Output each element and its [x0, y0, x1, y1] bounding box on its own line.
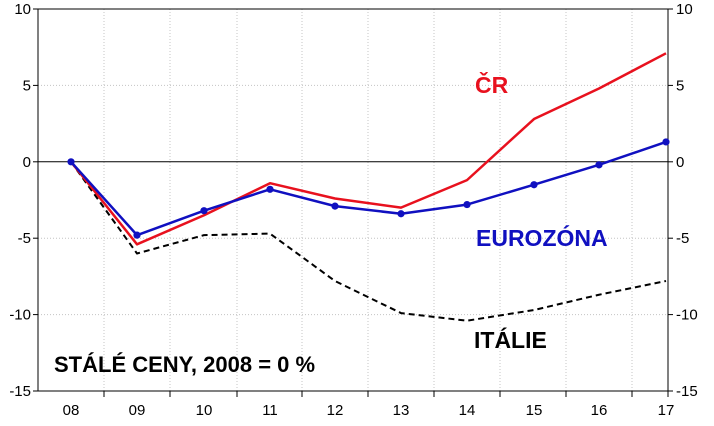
y-tick-label: -10 — [9, 307, 31, 324]
series-label: EUROZÓNA — [476, 224, 608, 251]
y-tick-label: 5 — [676, 77, 684, 94]
series-point — [595, 161, 603, 169]
chart-note: STÁLÉ CENY, 2008 = 0 % — [54, 352, 315, 377]
series-layer — [67, 52, 670, 322]
x-tick-label: 16 — [591, 402, 608, 419]
x-tick-label: 11 — [262, 402, 278, 419]
x-tick-label: 09 — [129, 402, 146, 419]
series-label: ČR — [475, 71, 509, 98]
series-label: ITÁLIE — [474, 326, 547, 353]
x-axis-ticks: 08 09 10 11 12 13 14 15 16 17 — [63, 391, 675, 419]
series-point — [530, 181, 538, 189]
y-axis-right-ticks: 10 5 0 -5 -10 -15 — [668, 1, 698, 400]
y-tick-label: -15 — [676, 383, 698, 400]
x-tick-label: 10 — [196, 402, 213, 419]
y-tick-label: 0 — [676, 154, 684, 171]
series-labels: ČR EUROZÓNA ITÁLIE — [474, 71, 608, 353]
y-tick-label: -15 — [9, 383, 31, 400]
x-tick-label: 14 — [459, 402, 476, 419]
series-point — [397, 210, 405, 218]
series-line — [70, 161, 667, 322]
series-point — [266, 185, 274, 193]
series-point — [133, 231, 141, 239]
y-tick-label: -10 — [676, 307, 698, 324]
y-tick-label: -5 — [676, 230, 689, 247]
y-axis-left-ticks: 10 5 0 -5 -10 -15 — [9, 1, 38, 400]
horizontal-gridlines — [38, 84, 668, 316]
x-tick-label: 12 — [327, 402, 344, 419]
series-point — [463, 200, 471, 209]
series-point — [662, 138, 670, 146]
y-tick-label: 10 — [676, 1, 693, 18]
x-tick-label: 08 — [63, 402, 80, 419]
series-line — [70, 140, 667, 237]
vertical-gridlines — [103, 9, 633, 391]
plot-area — [37, 8, 669, 392]
x-tick-label: 15 — [526, 402, 543, 419]
series-point — [67, 158, 75, 166]
series-point — [331, 202, 339, 210]
x-tick-label: 13 — [393, 402, 410, 419]
x-tick-label: 17 — [658, 402, 675, 419]
series-line — [70, 52, 667, 246]
y-tick-label: 10 — [14, 1, 31, 18]
y-tick-label: -5 — [18, 230, 31, 247]
y-tick-label: 0 — [23, 154, 31, 171]
series-point — [200, 207, 208, 215]
y-tick-label: 5 — [23, 77, 31, 94]
